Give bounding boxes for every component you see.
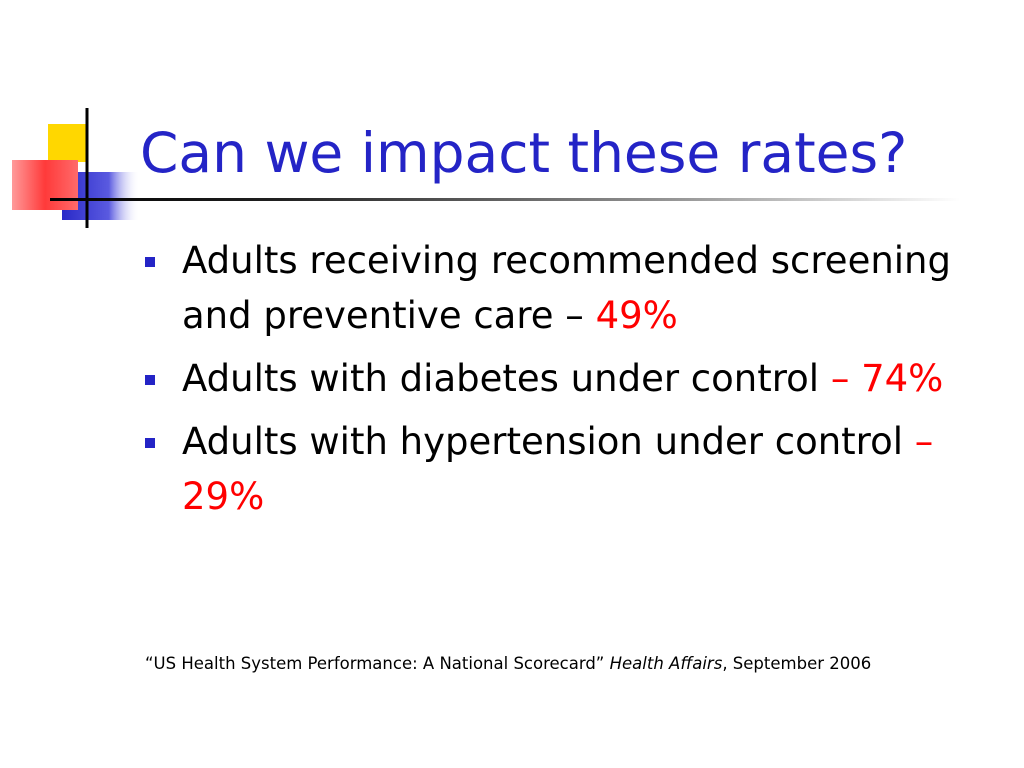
- bullet-square-icon: [145, 438, 155, 448]
- slide-decoration-logo: [12, 108, 140, 228]
- bullet-item-diabetes: Adults with diabetes under control – 74%: [145, 351, 975, 406]
- bullet-text: Adults with hypertension under control: [182, 420, 903, 463]
- bullet-square-icon: [145, 375, 155, 385]
- citation-article: “US Health System Performance: A Nationa…: [145, 654, 605, 673]
- bullet-item-hypertension: Adults with hypertension under control –…: [145, 414, 975, 524]
- bullet-separator: –: [565, 294, 584, 337]
- bullet-value: 74%: [861, 357, 944, 400]
- slide-title: Can we impact these rates?: [140, 121, 908, 185]
- bullet-value: 29%: [182, 475, 265, 518]
- logo-yellow-square: [48, 124, 88, 162]
- bullet-value: 49%: [595, 294, 678, 337]
- citation-journal: Health Affairs: [609, 654, 723, 673]
- bullet-square-icon: [145, 257, 155, 267]
- bullet-text: Adults with diabetes under control: [182, 357, 820, 400]
- bullet-item-screening: Adults receiving recommended screening a…: [145, 233, 975, 343]
- bullet-separator: –: [830, 357, 850, 400]
- bullet-separator: –: [914, 420, 934, 463]
- bullet-list: Adults receiving recommended screening a…: [145, 233, 975, 532]
- bullet-text: Adults receiving recommended screening a…: [182, 239, 951, 337]
- logo-red-block: [12, 160, 78, 210]
- citation-date: , September 2006: [722, 654, 872, 673]
- title-underline: [50, 198, 960, 201]
- source-citation: “US Health System Performance: A Nationa…: [145, 653, 871, 675]
